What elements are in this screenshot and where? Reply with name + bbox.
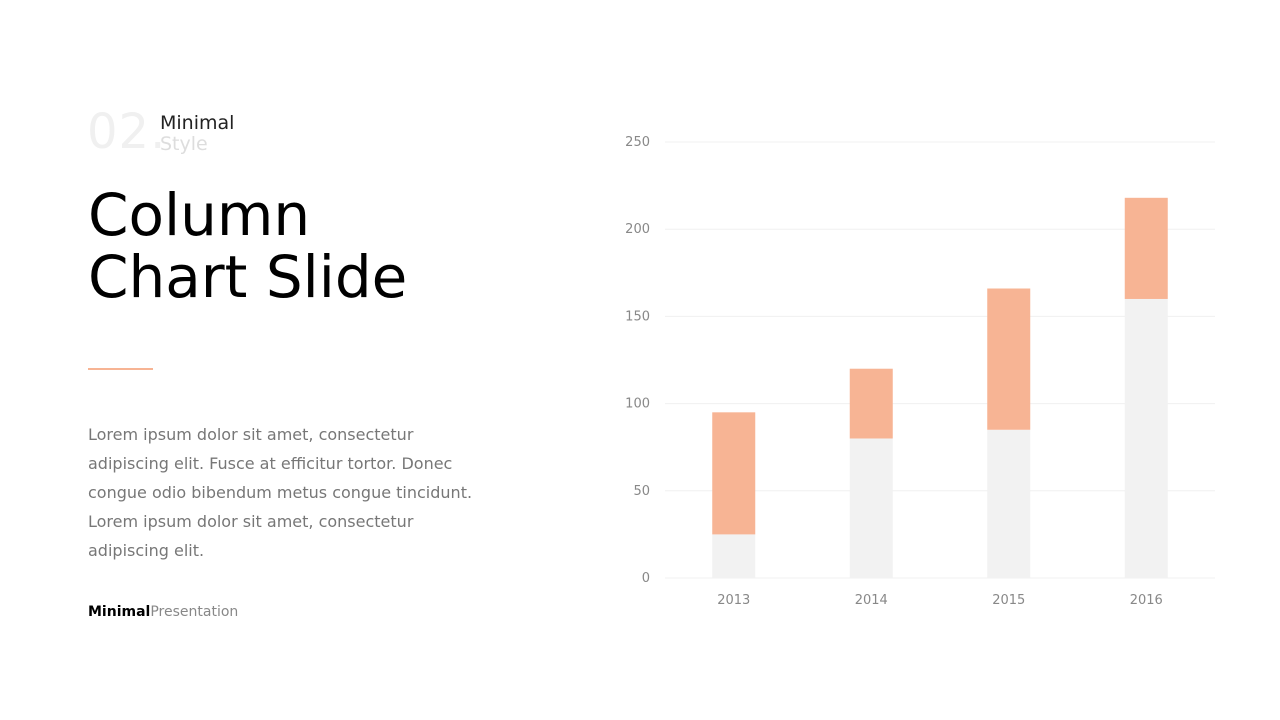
footer-light: Presentation [150,604,239,620]
x-tick-label: 2016 [1130,593,1163,608]
bar-segment-2015-0 [987,429,1031,578]
bar-segment-2013-0 [712,534,756,578]
bar-segment-2015-1 [987,288,1031,430]
body-text: Lorem ipsum dolor sit amet, consectetur … [88,425,473,560]
accent-divider [88,368,153,370]
footer-bold: Minimal [88,604,151,620]
y-tick-label: 0 [642,571,650,586]
y-tick-label: 100 [625,397,650,412]
slide-title: Column Chart Slide [88,181,408,311]
subtitle-line2: Style [160,133,208,155]
bar-segment-2016-0 [1124,298,1168,578]
bar-segment-2013-1 [712,412,756,535]
y-tick-label: 200 [625,222,650,237]
x-tick-label: 2013 [717,593,750,608]
footer: MinimalPresentation [88,604,238,620]
slide-number: 02. [87,104,167,160]
bar-segment-2014-0 [849,438,893,578]
x-tick-label: 2014 [855,593,888,608]
x-tick-label: 2015 [992,593,1025,608]
subtitle-line1: Minimal [160,112,235,134]
bar-segment-2014-1 [849,368,893,439]
y-tick-label: 250 [625,135,650,150]
bar-segment-2016-1 [1124,197,1168,299]
y-tick-label: 150 [625,309,650,324]
y-tick-label: 50 [633,484,650,499]
